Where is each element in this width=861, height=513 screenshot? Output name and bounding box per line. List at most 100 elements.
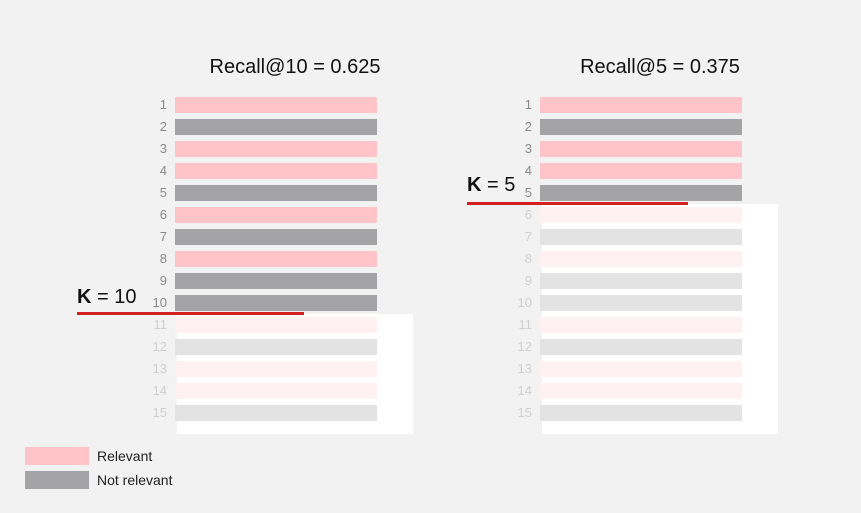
k-cutoff-label: K = 10 [77,286,137,309]
rank-number: 13 [152,361,167,376]
ranked-item: 3 [510,141,750,157]
k-cutoff-line [467,202,688,205]
rank-number: 15 [517,405,532,420]
rank-number: 12 [517,339,532,354]
ranked-item: 13 [510,361,750,377]
rank-number: 1 [524,97,532,112]
ranked-item: 10 [145,295,385,311]
relevant-bar [175,361,377,377]
relevant-bar [540,251,742,267]
rank-number: 11 [153,317,168,332]
rank-number: 5 [524,185,532,200]
ranked-item: 13 [145,361,385,377]
rank-number: 4 [159,163,167,178]
ranked-item: 6 [510,207,750,223]
ranked-item: 5 [510,185,750,201]
ranked-item: 11 [145,317,385,333]
not-relevant-bar [540,295,742,311]
rank-number: 10 [152,295,167,310]
legend-label: Not relevant [97,472,173,488]
not-relevant-bar [175,119,377,135]
ranked-item: 1 [145,97,385,113]
ranked-item: 7 [145,229,385,245]
rank-number: 4 [524,163,532,178]
ranked-item: 4 [510,163,750,179]
not-relevant-bar [175,229,377,245]
relevant-swatch [25,447,89,465]
legend-label: Relevant [97,448,153,464]
k-symbol: K [77,286,92,308]
k-cutoff-line [77,312,304,315]
rank-number: 5 [159,185,167,200]
not-relevant-bar [540,405,742,421]
not-relevant-bar [175,339,377,355]
relevant-bar [540,383,742,399]
ranked-item: 8 [145,251,385,267]
not-relevant-bar [540,229,742,245]
rank-number: 10 [517,295,532,310]
relevant-bar [540,163,742,179]
rank-number: 14 [152,383,167,398]
ranked-item: 12 [510,339,750,355]
rank-number: 2 [159,119,167,134]
ranked-item: 3 [145,141,385,157]
not-relevant-bar [540,119,742,135]
ranked-item: 1 [510,97,750,113]
not-relevant-bar [175,295,377,311]
relevant-bar [540,97,742,113]
ranked-item: 11 [510,317,750,333]
rank-number: 14 [517,383,532,398]
k-symbol: K [467,174,482,196]
ranked-item: 6 [145,207,385,223]
rank-number: 8 [159,251,167,266]
ranked-item: 15 [145,405,385,421]
relevant-bar [175,383,377,399]
rank-number: 15 [152,405,167,420]
relevant-bar [540,207,742,223]
not-relevant-bar [175,185,377,201]
ranked-item: 12 [145,339,385,355]
ranked-item: 9 [145,273,385,289]
rank-number: 9 [159,273,167,288]
rank-number: 1 [159,97,167,112]
ranked-item: 4 [145,163,385,179]
not-relevant-bar [175,405,377,421]
rank-number: 3 [524,141,532,156]
rank-number: 7 [524,229,532,244]
relevant-bar [175,207,377,223]
relevant-bar [175,97,377,113]
rank-number: 2 [524,119,532,134]
ranked-item: 15 [510,405,750,421]
panel-title: Recall@5 = 0.375 [580,56,740,78]
not-relevant-swatch [25,471,89,489]
relevant-bar [175,141,377,157]
rank-number: 11 [518,317,533,332]
ranked-item: 14 [510,383,750,399]
relevant-bar [175,317,377,333]
ranked-item: 7 [510,229,750,245]
ranked-item: 5 [145,185,385,201]
not-relevant-bar [540,339,742,355]
recall-at-5-panel: Recall@5 = 0.375 1 2 3 4 5 6 7 8 9 10 11 12 13 14 15 [510,0,810,513]
legend-item-relevant: Relevant [25,446,325,466]
relevant-bar [540,141,742,157]
ranked-item: 8 [510,251,750,267]
panel-title: Recall@10 = 0.625 [209,56,381,78]
k-value: = 5 [487,174,516,196]
ranked-item: 2 [510,119,750,135]
k-cutoff-label: K = 5 [467,174,515,197]
not-relevant-bar [175,273,377,289]
ranked-item: 10 [510,295,750,311]
legend-item-not-relevant: Not relevant [25,470,325,490]
recall-at-10-panel: Recall@10 = 0.625 1 2 3 4 5 6 7 8 9 10 11 12 13 14 15 [145,0,445,513]
k-value: = 10 [97,286,137,308]
rank-number: 9 [524,273,532,288]
rank-number: 7 [159,229,167,244]
relevant-bar [540,361,742,377]
ranked-item: 9 [510,273,750,289]
relevant-bar [175,251,377,267]
rank-number: 8 [524,251,532,266]
rank-number: 6 [159,207,167,222]
rank-number: 3 [159,141,167,156]
not-relevant-bar [540,185,742,201]
